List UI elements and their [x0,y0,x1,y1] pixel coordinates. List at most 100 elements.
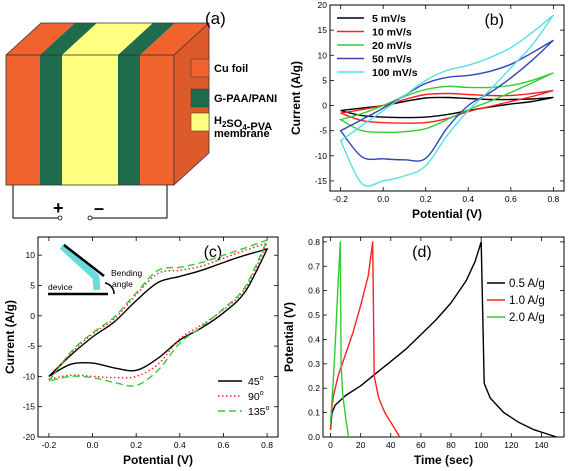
legend-swatch [190,88,210,108]
y-axis-label: Potential (V) [282,302,296,372]
y-tick-label: 0.5 [308,310,320,320]
x-tick-label: 0.6 [218,440,230,450]
y-tick-label: 5 [322,75,327,85]
x-tick-label: 0.2 [130,440,142,450]
legend-label-part: H [214,115,222,127]
y-tick-label: 0.4 [308,334,320,344]
wire-left [12,185,58,219]
x-axis-label: Potential (V) [412,207,482,221]
cv-loop [339,14,554,187]
x-tick-label: 0.6 [505,194,517,204]
y-tick-label: -20 [23,432,36,442]
legend-label: 2.0 A/g [509,312,545,324]
x-tick-label: 0.4 [174,440,186,450]
y-tick-label: -5 [27,341,35,351]
y-tick-label: 0 [30,311,35,321]
inset-angle-label: angle [112,279,133,289]
x-tick-label: 40 [386,440,396,450]
panel-d: 0 20 40 60 80 100 120 140 0.0 0.1 0.2 0.3 0.4 0.5 0.6 0… [282,236,565,467]
cell-stripe-front [140,55,174,185]
x-tick-label: 100 [474,440,488,450]
cell-stripe-top [6,23,75,55]
legend-label: 10 mV/s [372,27,412,39]
cv-loop [48,248,269,378]
y-axis-label: Current (A/g) [289,61,303,135]
legend-label: 1.0 A/g [509,295,545,307]
panel-label: (d) [412,244,432,261]
y-tick-label: 5 [30,280,35,290]
terminal-negative [87,215,93,221]
x-tick-label: 0.8 [547,194,559,204]
y-tick-label: 0.0 [308,432,320,442]
legend-label-part: SO [226,118,242,130]
x-axis-label: Potential (V) [123,453,193,467]
cell-stripe-top [140,23,209,55]
y-tick-label: -15 [23,402,36,412]
legend-label: G-PAA/PANI [214,93,277,105]
panel-b: -0.2 0.0 0.2 0.4 0.6 0.8 -15 -10 -5 0 5 10 15 20 Poten… [289,0,565,221]
y-tick-label: 0.7 [308,261,320,271]
cv-loop [338,72,554,133]
y-tick-label: 10 [318,50,328,60]
y-axis-label: Current (A/g) [3,300,17,374]
terminal-positive [57,215,63,221]
legend-label: 0.5 A/g [509,278,545,290]
x-tick-label: 0.0 [377,194,389,204]
legend-swatch [190,58,210,78]
inset-angle-label: Bending [111,268,142,278]
y-tick-label: 0.8 [308,237,320,247]
cell-stripe-front [62,55,90,185]
cell-stripe-top [40,23,97,55]
plot-frame [37,236,279,438]
inset-bent-arm [63,244,105,277]
x-tick-label: 0.8 [261,440,273,450]
degree-mark: o [260,375,264,382]
plus-sign: + [53,198,64,218]
y-tick-label: 10 [26,250,36,260]
cell-stripe-front [118,55,140,185]
legend-label-part: 2 [222,120,227,129]
legend-label: Cu foil [214,63,248,75]
y-tick-label: 15 [318,25,328,35]
y-tick-label: -10 [23,371,36,381]
y-tick-label: 0.6 [308,286,320,296]
cv-loop [340,89,554,124]
inset-angle-arc [104,282,115,295]
x-tick-label: 0.2 [420,194,432,204]
panel-label: (b) [484,12,504,29]
y-tick-label: 0.3 [308,359,320,369]
x-tick-label: 140 [534,440,548,450]
degree-mark: o [266,405,270,412]
gcd-curve [329,241,557,438]
cell-stripe-top [118,23,175,55]
legend-label: 90o [248,390,264,403]
y-tick-label: 0.2 [308,383,320,393]
gcd-curve [329,241,350,438]
y-tick-label: 0 [322,101,327,111]
inset-device [59,243,101,291]
legend-label-part: -PVA [247,121,273,133]
y-tick-label: 0.1 [308,408,320,418]
cell-outline [5,54,175,186]
cell-stripe-top [62,23,125,55]
y-tick-label: -10 [315,151,328,161]
panel-label: (c) [204,244,223,261]
legend-label: 100 mV/s [372,67,418,79]
plot-frame [322,236,565,438]
legend-label: H2SO4-PVA [214,115,272,133]
x-tick-label: -0.2 [42,440,57,450]
inset-device-label: device [48,282,73,292]
y-tick-label: 20 [318,0,328,10]
legend-label: 50 mV/s [372,54,412,66]
x-tick-label: 20 [356,440,366,450]
cv-loop [47,238,269,387]
cell-stripe-front [6,55,40,185]
x-tick-label: 0.0 [87,440,99,450]
plot-frame [329,4,565,192]
panel-label: (a) [205,9,226,28]
x-axis-label: Time (sec) [414,453,473,467]
legend-label-part: 4 [242,123,247,132]
cell-edge [173,22,210,56]
